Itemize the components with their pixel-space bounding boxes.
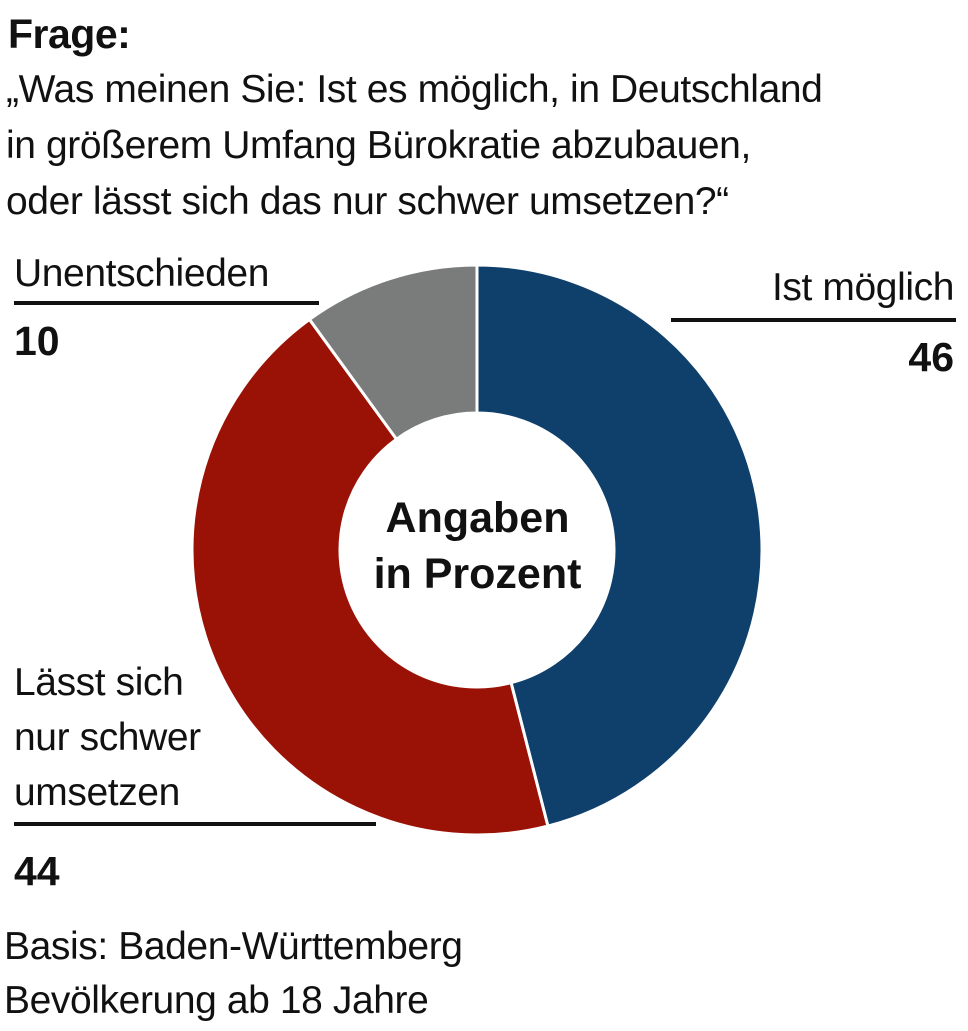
question-heading: Frage:	[8, 11, 131, 57]
question-line: „Was meinen Sie: Ist es möglich, in Deut…	[6, 68, 823, 111]
donut-slice-unentschieden	[307, 263, 479, 442]
slice-label-line: umsetzen	[14, 771, 180, 814]
slice-label-line: Lässt sich	[14, 661, 184, 704]
center-label-line: in Prozent	[373, 550, 582, 598]
donut-slice-ist-moeglich	[475, 263, 764, 828]
center-label-line: Angaben	[385, 494, 570, 542]
slice-value-schwer-umsetzen: 44	[14, 848, 60, 894]
donut-slice-schwer-umsetzen	[190, 317, 550, 837]
question-line: in größerem Umfang Bürokratie abzubauen,	[6, 124, 751, 167]
question-text: „Was meinen Sie: Ist es möglich, in Deut…	[6, 62, 964, 230]
question-line: oder lässt sich das nur schwer umsetzen?…	[6, 180, 729, 223]
slice-label-ist-moeglich: Ist möglich	[772, 266, 954, 309]
source-line: Bevölkerung ab 18 Jahre	[4, 979, 429, 1022]
slice-value-ist-moeglich: 46	[908, 334, 954, 380]
slice-value-unentschieden: 10	[14, 318, 60, 364]
source-note: Basis: Baden-Württemberg Bevölkerung ab …	[4, 920, 463, 1028]
slice-label-rule	[14, 301, 319, 305]
donut-center-label: Angaben in Prozent	[340, 490, 615, 602]
slice-label-unentschieden: Unentschieden	[14, 252, 269, 295]
slice-label-line: nur schwer	[14, 716, 201, 759]
source-line: Basis: Baden-Württemberg	[4, 925, 463, 968]
slice-label-rule	[14, 822, 376, 826]
slice-label-rule	[671, 318, 956, 322]
